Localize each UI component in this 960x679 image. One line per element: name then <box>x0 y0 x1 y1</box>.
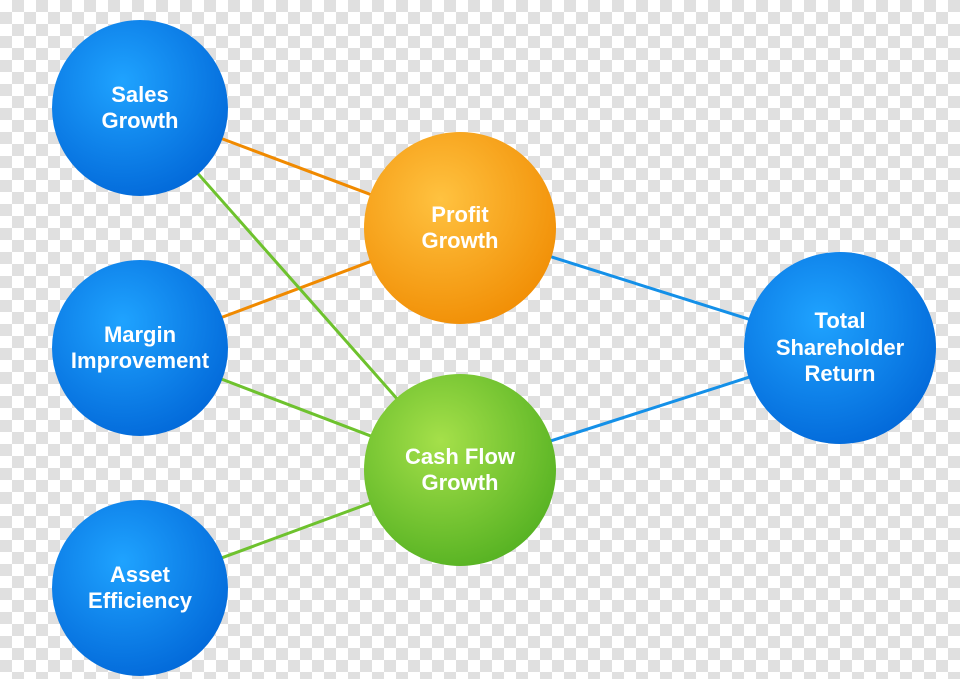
node-sales-growth: Sales Growth <box>52 20 228 196</box>
node-label: Margin Improvement <box>71 322 209 375</box>
node-total-shareholder-return: Total Shareholder Return <box>744 252 936 444</box>
edge-sales_growth-to-profit_growth <box>222 139 370 194</box>
node-label: Profit Growth <box>422 202 499 255</box>
edge-profit_growth-to-total_shareholder_return <box>552 257 749 319</box>
edge-asset_efficiency-to-cash_flow_growth <box>223 503 370 557</box>
node-label: Sales Growth <box>102 82 179 135</box>
edge-margin_improvement-to-cash_flow_growth <box>222 379 370 435</box>
node-label: Asset Efficiency <box>88 562 192 615</box>
node-asset-efficiency: Asset Efficiency <box>52 500 228 676</box>
node-profit-growth: Profit Growth <box>364 132 556 324</box>
node-cash-flow-growth: Cash Flow Growth <box>364 374 556 566</box>
node-label: Total Shareholder Return <box>776 308 904 387</box>
diagram-canvas: Sales Growth Margin Improvement Asset Effi… <box>0 0 960 679</box>
node-label: Cash Flow Growth <box>405 444 515 497</box>
edge-margin_improvement-to-profit_growth <box>222 262 370 317</box>
edge-cash_flow_growth-to-total_shareholder_return <box>551 377 748 440</box>
node-margin-improvement: Margin Improvement <box>52 260 228 436</box>
